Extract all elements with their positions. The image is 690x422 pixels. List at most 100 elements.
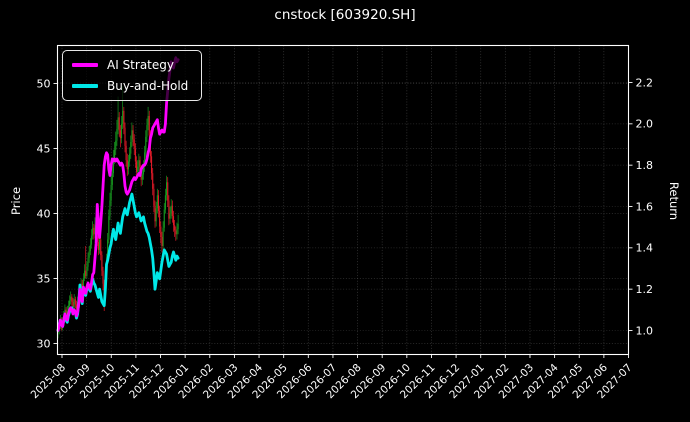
candle-up xyxy=(162,227,164,246)
candle-down xyxy=(71,296,73,302)
candle-up xyxy=(82,278,84,291)
candle-down xyxy=(85,270,87,276)
candle-up xyxy=(147,116,149,126)
candle-up xyxy=(122,110,124,124)
candle-down xyxy=(139,160,141,171)
candle-down xyxy=(148,116,150,136)
price-tick-label: 35 xyxy=(37,272,51,285)
candle-up xyxy=(130,142,132,154)
candle-down xyxy=(152,173,154,189)
candle-down xyxy=(153,188,155,206)
candle-down xyxy=(157,195,160,211)
grid-lines xyxy=(57,45,629,355)
candle-down xyxy=(135,161,138,172)
plot-border xyxy=(56,44,630,356)
candle-up xyxy=(70,296,72,301)
candle-up xyxy=(94,225,96,235)
candle-up xyxy=(156,195,158,209)
legend-item-ai-strategy: AI Strategy xyxy=(72,57,188,73)
candle-up xyxy=(164,195,166,210)
candle-down xyxy=(123,110,125,128)
candle-up xyxy=(110,184,112,201)
candle-down xyxy=(175,230,177,235)
left-axis-label: Price xyxy=(9,186,23,216)
candle-up xyxy=(176,229,178,235)
candle-up xyxy=(170,205,172,214)
candle-up xyxy=(116,129,118,141)
candle-up xyxy=(131,130,133,142)
candle-up xyxy=(137,166,139,172)
candle-up xyxy=(177,223,179,230)
candle-up xyxy=(163,209,165,228)
candle-up xyxy=(141,174,143,180)
candle-up xyxy=(169,213,171,219)
ai-strategy-line xyxy=(56,56,180,332)
candle-down xyxy=(174,225,176,231)
candle-down xyxy=(65,309,67,315)
candle-down xyxy=(161,236,163,246)
candle-down xyxy=(151,156,153,174)
candle-down xyxy=(100,239,102,256)
candle-up xyxy=(67,305,69,311)
candle-down xyxy=(124,127,126,146)
candle-down xyxy=(72,301,74,308)
candle-down xyxy=(125,145,127,161)
candle-up xyxy=(155,208,157,222)
price-tick-label: 45 xyxy=(37,142,51,155)
candle-up xyxy=(129,153,131,162)
candle-up xyxy=(138,160,140,167)
return-tick-label: 2.2 xyxy=(636,76,654,89)
candle-up xyxy=(142,166,145,175)
candle-up xyxy=(89,244,91,252)
candle-down xyxy=(75,304,78,309)
candle-up xyxy=(84,270,86,279)
candle-up xyxy=(145,136,147,153)
candle-up xyxy=(86,266,88,276)
candle-down xyxy=(97,242,99,250)
candle-down xyxy=(74,299,76,305)
candle-down xyxy=(102,270,104,284)
price-tick-label: 40 xyxy=(37,207,51,220)
candle-up xyxy=(114,149,116,159)
buy-and-hold-line-swatch xyxy=(72,84,98,88)
candle-up xyxy=(90,235,93,245)
candle-down xyxy=(118,117,120,131)
candle-down xyxy=(154,205,156,222)
strategy-lines xyxy=(56,56,180,332)
right-axis-label: Return xyxy=(667,181,681,221)
candle-up xyxy=(87,257,89,267)
return-tick-label: 1.6 xyxy=(636,200,654,213)
return-tick-label: 1.0 xyxy=(636,324,654,337)
candle-up xyxy=(166,182,168,196)
candle-down xyxy=(159,210,161,227)
candle-up xyxy=(127,161,130,170)
legend-label: Buy-and-Hold xyxy=(107,79,189,93)
candle-down xyxy=(171,205,173,217)
candle-down xyxy=(93,227,95,235)
candle-up xyxy=(146,125,148,137)
candle-up xyxy=(99,239,101,250)
legend: AI Strategy Buy-and-Hold xyxy=(62,50,203,101)
candle-up xyxy=(117,117,119,129)
candle-up xyxy=(108,216,110,240)
candle-up xyxy=(111,173,113,185)
candle-up xyxy=(69,300,71,306)
return-tick-label: 1.8 xyxy=(636,159,654,172)
return-tick-label: 1.4 xyxy=(636,242,654,255)
candle-down xyxy=(134,148,136,162)
candle-up xyxy=(88,251,90,258)
ai-strategy-line-swatch xyxy=(72,63,98,67)
chart-title: cnstock [603920.SH] xyxy=(274,7,416,23)
legend-label: AI Strategy xyxy=(107,58,174,72)
candle-up xyxy=(112,158,114,174)
candle-down xyxy=(101,255,103,271)
candle-down xyxy=(133,139,135,149)
axis-tick-labels: 2025-082025-092025-102025-112025-122026-… xyxy=(29,76,653,401)
candle-up xyxy=(115,140,117,150)
candle-down xyxy=(160,226,162,237)
candle-up xyxy=(92,227,94,236)
candle-up xyxy=(120,123,123,139)
return-tick-label: 2.0 xyxy=(636,118,654,131)
candle-down xyxy=(126,160,128,170)
